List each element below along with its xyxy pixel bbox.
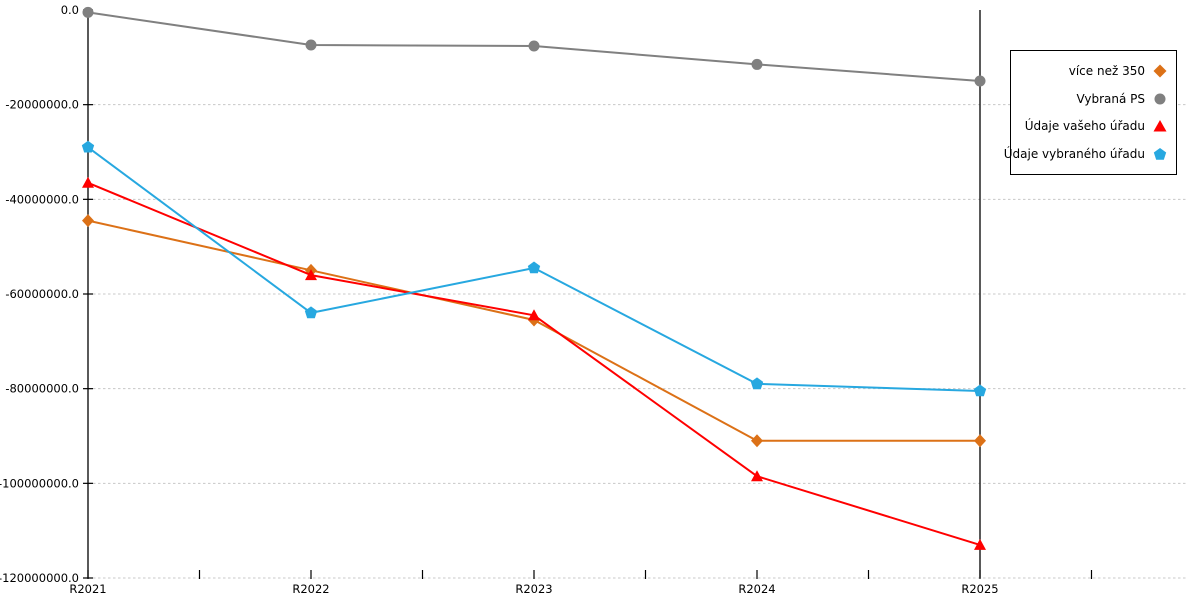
marker-diamond (974, 434, 986, 448)
marker-circle (305, 39, 317, 51)
legend-label: Údaje vašeho úřadu (1024, 119, 1145, 134)
circle-icon (1154, 93, 1166, 105)
marker-triangle-up (751, 470, 763, 482)
marker-diamond (751, 434, 763, 448)
legend-item: Údaje vašeho úřadu (1019, 113, 1168, 139)
y-axis-label: -40000000.0 (5, 192, 79, 206)
marker-triangle-up (528, 309, 540, 321)
marker-circle (528, 40, 540, 52)
series-line (87, 219, 980, 442)
legend-item: více než 350 (1019, 58, 1168, 84)
diamond-legend-icon (1153, 64, 1167, 78)
legend-item: Vybraná PS (1019, 86, 1168, 112)
marker-triangle-up (974, 538, 986, 550)
marker-pentagon (304, 306, 318, 319)
legend-label: Údaje vybraného úřadu (1003, 147, 1145, 162)
x-axis-label: R2025 (961, 582, 998, 596)
marker-circle (82, 6, 94, 18)
triangle-up-icon (1153, 120, 1167, 132)
series-line (87, 181, 981, 546)
marker-pentagon (973, 384, 987, 397)
legend-label: Vybraná PS (1076, 91, 1145, 106)
legend-item: Údaje vybraného úřadu (1004, 141, 1168, 167)
x-axis-label: R2024 (738, 582, 775, 596)
y-axis-label: -100000000.0 (0, 476, 79, 490)
y-axis-label: -60000000.0 (5, 287, 79, 301)
y-axis-label: -120000000.0 (0, 571, 79, 585)
x-axis-label: R2022 (292, 582, 329, 596)
y-axis-label: -80000000.0 (5, 382, 79, 396)
pentagon-legend-icon (1153, 148, 1167, 160)
marker-diamond (82, 214, 94, 228)
marker-pentagon (81, 140, 95, 153)
triangle-up-legend-icon (1153, 120, 1167, 132)
y-axis-label: 0.0 (61, 3, 79, 17)
y-axis-label: -20000000.0 (5, 98, 79, 112)
x-axis-label: R2021 (69, 582, 106, 596)
chart-legend: více než 350 Vybraná PS Údaje vašeho úřadu… (1004, 50, 1177, 175)
marker-pentagon (750, 377, 764, 390)
marker-triangle-up (305, 269, 317, 281)
marker-pentagon (527, 261, 541, 274)
pentagon-icon (1153, 148, 1167, 160)
marker-circle (974, 75, 986, 87)
x-axis-label: R2023 (515, 582, 552, 596)
marker-circle (751, 58, 763, 70)
diamond-icon (1153, 64, 1167, 78)
circle-legend-icon (1154, 93, 1166, 105)
marker-triangle-up (82, 176, 94, 188)
legend-label: více než 350 (1068, 63, 1145, 78)
